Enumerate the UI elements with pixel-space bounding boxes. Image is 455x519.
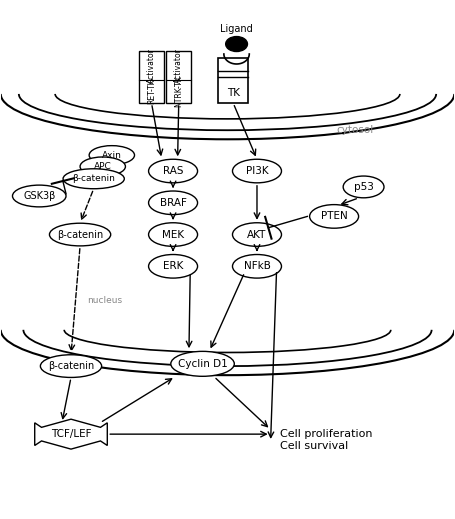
Ellipse shape [12,185,66,207]
Ellipse shape [149,191,197,214]
Text: MEK: MEK [162,229,184,240]
Text: β-catenin: β-catenin [57,229,103,240]
Text: nucleus: nucleus [87,296,122,305]
Text: Activator: Activator [174,48,183,83]
FancyBboxPatch shape [166,51,191,103]
Text: p53: p53 [354,182,374,192]
Text: RAS: RAS [163,166,183,176]
Text: TCF/LEF: TCF/LEF [51,429,91,439]
Ellipse shape [343,176,384,198]
FancyBboxPatch shape [218,58,248,103]
Text: β-catenin: β-catenin [72,174,115,183]
Text: TK: TK [227,88,240,98]
Text: Cell survival: Cell survival [280,441,348,452]
Text: Cell proliferation: Cell proliferation [280,429,372,439]
Text: Cyclin D1: Cyclin D1 [177,359,228,369]
Ellipse shape [50,223,111,246]
Text: Axin: Axin [102,151,122,160]
Text: AKT: AKT [248,229,267,240]
Text: ERK: ERK [163,261,183,271]
Text: NTRK-TK: NTRK-TK [174,76,183,107]
Ellipse shape [233,223,282,247]
Ellipse shape [40,355,101,377]
Ellipse shape [80,157,126,176]
Ellipse shape [89,146,135,165]
Text: BRAF: BRAF [160,198,187,208]
Ellipse shape [63,169,124,189]
Text: GSK3β: GSK3β [23,191,56,201]
Text: RET-TK: RET-TK [147,79,156,104]
Text: β-catenin: β-catenin [48,361,94,371]
Text: PI3K: PI3K [246,166,268,176]
Text: APC: APC [94,162,111,171]
Ellipse shape [149,223,197,247]
Text: Ligand: Ligand [220,24,253,34]
Text: PTEN: PTEN [321,211,348,222]
Text: cytosol: cytosol [336,125,373,135]
Ellipse shape [149,254,197,278]
Ellipse shape [233,254,282,278]
Ellipse shape [171,351,234,376]
FancyBboxPatch shape [139,51,164,103]
Ellipse shape [309,204,359,228]
Ellipse shape [226,36,248,51]
Text: Activator: Activator [147,48,156,83]
Ellipse shape [233,159,282,183]
Text: NFkB: NFkB [243,261,270,271]
Ellipse shape [149,159,197,183]
